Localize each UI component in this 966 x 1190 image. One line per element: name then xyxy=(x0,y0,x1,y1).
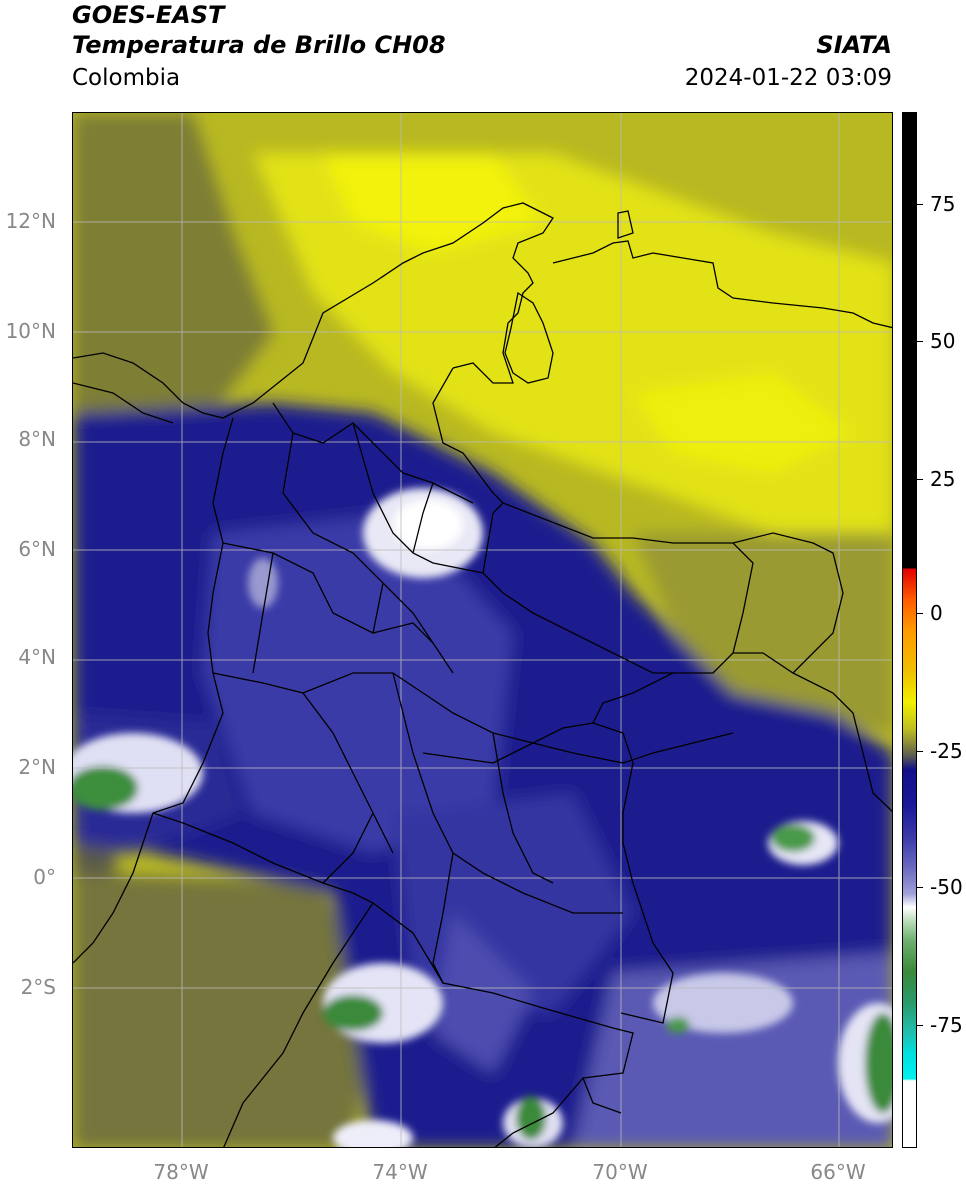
lat-label-4n: 4°N xyxy=(18,645,56,669)
colorbar-tick xyxy=(917,751,923,752)
region-label: Colombia xyxy=(72,65,181,91)
colorbar-label-neg75: -75 xyxy=(930,1013,963,1037)
lon-label-70w: 70°W xyxy=(592,1160,648,1184)
lat-label-6n: 6°N xyxy=(18,537,56,561)
colorbar-tick xyxy=(917,204,923,205)
colorbar-label-neg50: -50 xyxy=(930,875,963,899)
colorbar xyxy=(902,112,917,1148)
lon-label-74w: 74°W xyxy=(372,1160,428,1184)
colorbar-label-25: 25 xyxy=(930,467,956,491)
colorbar-label-0: 0 xyxy=(930,601,943,625)
colorbar-label-neg25: -25 xyxy=(930,739,963,763)
datetime-label: 2024-01-22 03:09 xyxy=(684,65,892,91)
agency-label: SIATA xyxy=(816,31,892,59)
colorbar-tick xyxy=(917,479,923,480)
lat-label-2n: 2°N xyxy=(18,755,56,779)
lat-label-8n: 8°N xyxy=(18,427,56,451)
lat-label-2s: 2°S xyxy=(20,975,56,999)
country-borders xyxy=(73,202,892,1147)
satellite-map[interactable] xyxy=(72,112,893,1148)
lon-label-78w: 78°W xyxy=(153,1160,209,1184)
title-block: GOES-EAST Temperatura de Brillo CH08 Col… xyxy=(72,0,446,94)
colorbar-tick xyxy=(917,341,923,342)
colorbar-tick xyxy=(917,1025,923,1026)
satellite-title: GOES-EAST xyxy=(72,1,225,29)
colorbar-tick xyxy=(917,613,923,614)
colorbar-label-50: 50 xyxy=(930,329,956,353)
lon-label-66w: 66°W xyxy=(810,1160,866,1184)
map-canvas xyxy=(73,113,892,1147)
lat-label-10n: 10°N xyxy=(5,319,56,343)
colorbar-label-75: 75 xyxy=(930,192,956,216)
lat-label-0: 0° xyxy=(33,865,56,889)
lat-label-12n: 12°N xyxy=(5,209,56,233)
product-title: Temperatura de Brillo CH08 xyxy=(72,31,446,59)
right-header: SIATA 2024-01-22 03:09 xyxy=(685,30,892,94)
colorbar-tick xyxy=(917,887,923,888)
